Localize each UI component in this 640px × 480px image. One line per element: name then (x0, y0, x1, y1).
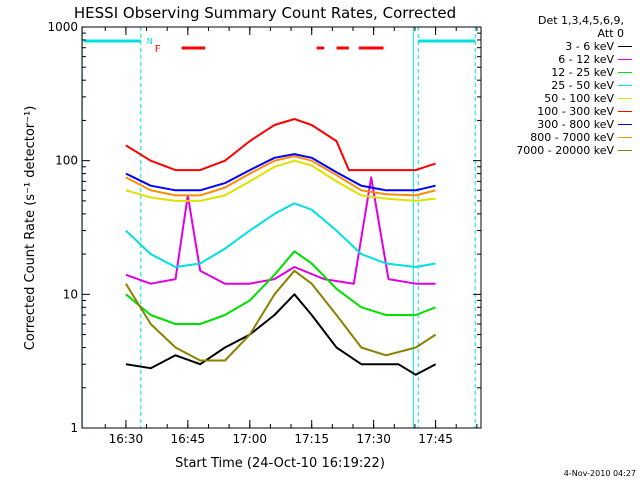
plot-area: NF (81, 27, 476, 428)
legend-entry-5: 50 - 100 keV (480, 92, 640, 105)
x-tick-label: 17:30 (356, 432, 391, 446)
legend-swatch (618, 85, 632, 86)
legend-swatch (618, 124, 632, 125)
legend-label: 6 - 12 keV (558, 53, 614, 66)
series-line-1 (125, 293, 437, 376)
series-line-6 (125, 118, 436, 172)
series-line-7 (125, 153, 436, 192)
x-tick-label: 17:00 (232, 432, 267, 446)
legend-entry-4: 25 - 50 keV (480, 79, 640, 92)
legend-swatch (618, 59, 632, 60)
series-line-9 (125, 269, 437, 362)
legend-label: 25 - 50 keV (551, 79, 614, 92)
legend-label: 3 - 6 keV (565, 40, 614, 53)
legend-entry-8: 800 - 7000 keV (480, 131, 640, 144)
series-line-4 (125, 202, 436, 268)
y-tick-label: 1000 (47, 20, 78, 34)
night-flag-label: N (147, 37, 153, 46)
legend-entry-3: 12 - 25 keV (480, 66, 640, 79)
legend-header-line-1: Det 1,3,4,5,6,9, (537, 14, 624, 27)
legend-label: 100 - 300 keV (537, 105, 614, 118)
footer-timestamp: 4-Nov-2010 04:27 (563, 469, 636, 478)
y-tick-label: 1 (70, 421, 78, 435)
x-tick-label: 16:30 (109, 432, 144, 446)
legend-entry-1: 3 - 6 keV (480, 40, 640, 53)
series-line-8 (125, 155, 436, 197)
legend-swatch (618, 150, 632, 151)
flare-flag-label: F (155, 44, 161, 55)
chart-title: HESSI Observing Summary Count Rates, Cor… (74, 4, 456, 22)
plot-frame (81, 26, 482, 429)
legend-label: 300 - 800 keV (537, 118, 614, 131)
x-tick-label: 17:15 (294, 432, 329, 446)
legend-swatch (618, 46, 632, 47)
y-axis-label: Corrected Count Rate (s⁻¹ detector⁻¹) (23, 106, 38, 351)
legend-label: 800 - 7000 keV (530, 131, 614, 144)
x-axis-label: Start Time (24-Oct-10 16:19:22) (175, 456, 385, 471)
legend-entry-6: 100 - 300 keV (480, 105, 640, 118)
series-line-5 (125, 159, 436, 202)
series-line-3 (125, 250, 436, 325)
legend-entry-7: 300 - 800 keV (480, 118, 640, 131)
legend-header-line-2: Att 0 (597, 27, 624, 40)
series-line-2 (125, 176, 436, 285)
x-tick-label: 17:45 (418, 432, 453, 446)
y-tick-label: 100 (55, 154, 78, 168)
legend: Det 1,3,4,5,6,9, Att 0 3 - 6 keV 6 - 12 k… (480, 14, 640, 157)
legend-swatch (618, 98, 632, 99)
legend-swatch (618, 72, 632, 73)
legend-swatch (618, 111, 632, 112)
axes: 1 10 100 1000 16:30 16:45 17:00 17:15 17:30 17:45 (47, 20, 482, 446)
legend-entry-9: 7000 - 20000 keV (480, 144, 640, 157)
legend-label: 50 - 100 keV (544, 92, 614, 105)
legend-entry-2: 6 - 12 keV (480, 53, 640, 66)
legend-label: 7000 - 20000 keV (516, 144, 614, 157)
y-tick-label: 10 (63, 287, 78, 301)
legend-label: 12 - 25 keV (551, 66, 614, 79)
legend-swatch (618, 137, 632, 138)
x-tick-label: 16:45 (171, 432, 206, 446)
